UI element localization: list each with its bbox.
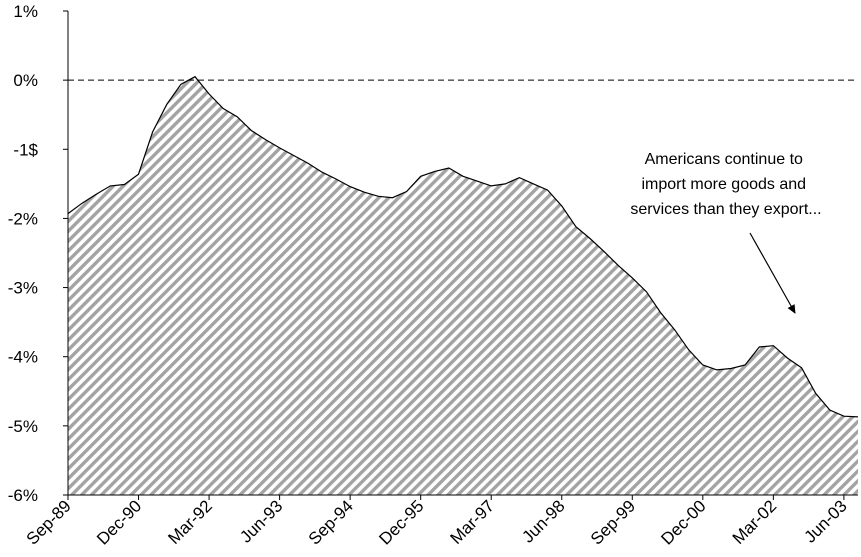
y-tick-label: 0% <box>13 71 38 90</box>
annotation-arrow <box>749 232 796 314</box>
x-tick-label: Jun-93 <box>236 496 286 546</box>
x-axis-ticks: Sep-89 Dec-90 Mar-92 Jun-93 Sep-94 Dec-95 Mar-… <box>23 495 851 549</box>
annotation-line-3: services than they export... <box>630 201 821 218</box>
series-line <box>67 75 859 418</box>
x-tick-label: Mar-97 <box>447 496 499 548</box>
x-tick-label: Jun-98 <box>518 496 568 546</box>
y-tick-label: -1$ <box>13 140 38 159</box>
x-tick-label: Dec-00 <box>657 496 709 548</box>
annotation-line-1: Americans continue to <box>645 151 803 168</box>
y-tick-label: -4% <box>8 348 38 367</box>
x-tick-label: Dec-90 <box>93 496 145 548</box>
x-tick-label: Sep-99 <box>587 496 639 548</box>
x-tick-label: Mar-02 <box>729 496 781 548</box>
y-tick-label: -5% <box>8 417 38 436</box>
y-tick-label: -6% <box>8 486 38 505</box>
annotation-line-2: import more goods and <box>642 176 807 193</box>
y-tick-label: -3% <box>8 279 38 298</box>
y-tick-label: 1% <box>13 2 38 21</box>
area-fill <box>68 76 858 495</box>
y-axis-ticks: 1% 0% -1$ -2% -3% -4% -5% -6% <box>8 2 68 505</box>
x-tick-label: Sep-94 <box>305 496 357 548</box>
y-tick-label: -2% <box>8 209 38 228</box>
x-tick-label: Jun-03 <box>801 496 851 546</box>
x-tick-label: Mar-92 <box>164 496 216 548</box>
annotation-text: Americans continue to import more goods … <box>630 151 821 218</box>
x-tick-label: Dec-95 <box>375 496 427 548</box>
